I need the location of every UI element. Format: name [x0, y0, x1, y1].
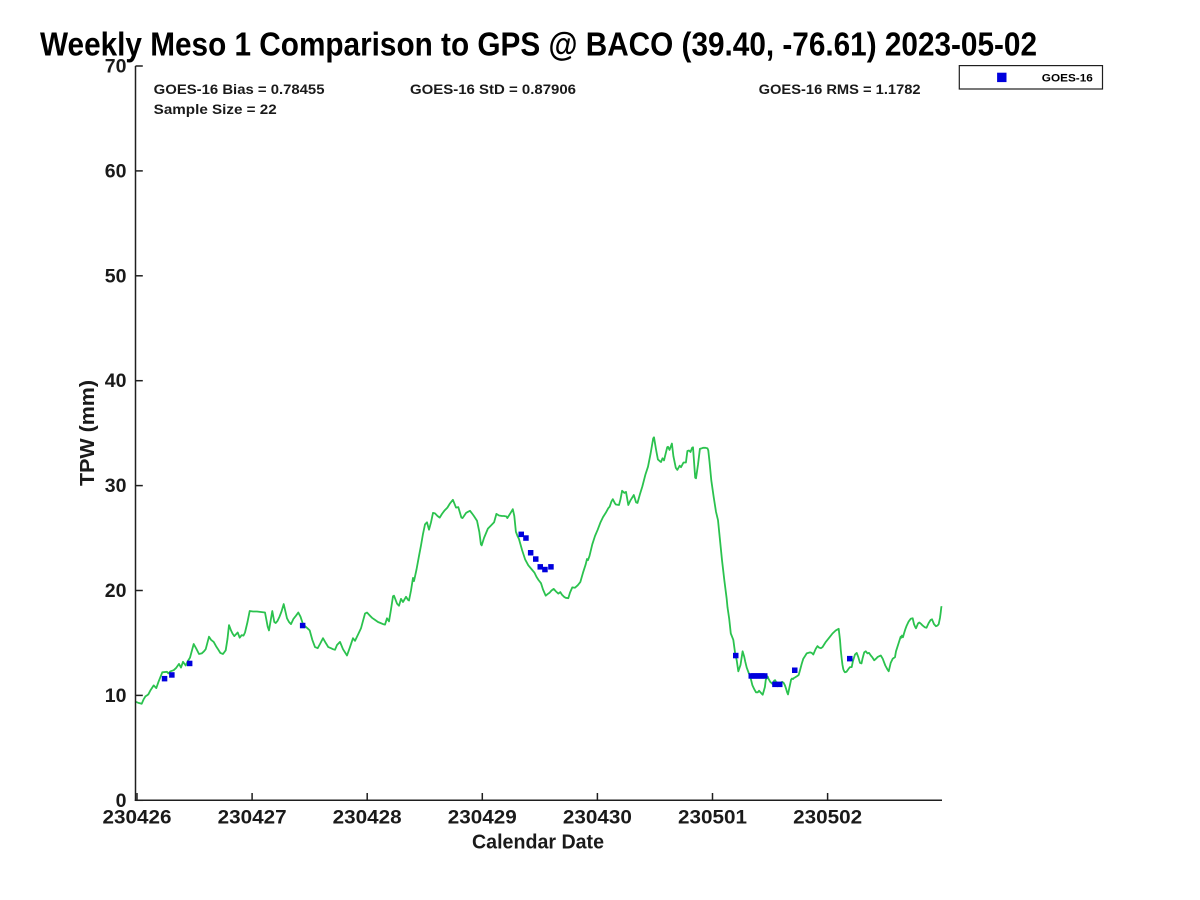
svg-text:GOES-16 Bias = 0.78455: GOES-16 Bias = 0.78455: [154, 82, 325, 98]
svg-text:230502: 230502: [793, 807, 862, 829]
svg-text:GOES-16 StD = 0.87906: GOES-16 StD = 0.87906: [410, 82, 576, 98]
svg-text:70: 70: [105, 56, 127, 78]
svg-text:230428: 230428: [333, 807, 402, 829]
svg-text:230426: 230426: [103, 807, 172, 829]
svg-text:GOES-16 RMS = 1.1782: GOES-16 RMS = 1.1782: [759, 82, 921, 98]
svg-text:0: 0: [116, 790, 127, 812]
svg-text:10: 10: [105, 685, 127, 707]
svg-text:Calendar Date: Calendar Date: [472, 832, 604, 854]
svg-text:TPW (mm): TPW (mm): [77, 380, 99, 486]
svg-text:Sample Size = 22: Sample Size = 22: [154, 102, 277, 118]
svg-text:20: 20: [105, 580, 127, 602]
svg-text:Weekly Meso 1 Comparison to GP: Weekly Meso 1 Comparison to GPS @ BACO (…: [40, 26, 1037, 63]
svg-text:60: 60: [105, 160, 127, 182]
svg-text:230427: 230427: [218, 807, 287, 829]
svg-text:230501: 230501: [678, 807, 747, 829]
svg-text:GOES-16: GOES-16: [1042, 73, 1093, 85]
svg-text:30: 30: [105, 475, 127, 497]
svg-text:230430: 230430: [563, 807, 632, 829]
svg-text:40: 40: [105, 370, 127, 392]
svg-text:230429: 230429: [448, 807, 517, 829]
svg-text:50: 50: [105, 265, 127, 287]
